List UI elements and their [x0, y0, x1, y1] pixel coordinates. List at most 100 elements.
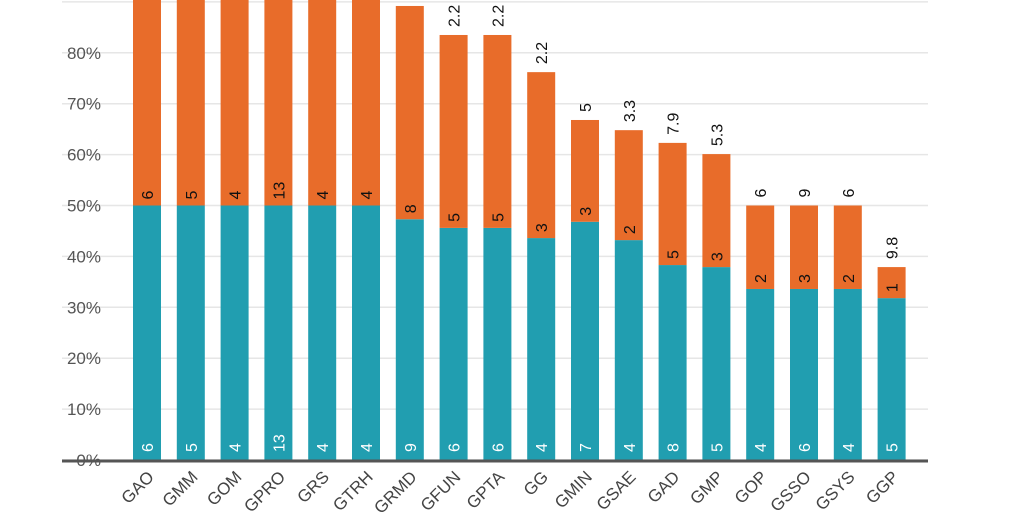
bar-value-label: 3 [578, 207, 595, 216]
bar-segment-upper [439, 34, 468, 228]
bar-value-label: 5 [885, 443, 902, 452]
bar-segment-lower [527, 238, 556, 460]
bar-top-label: 6 [841, 189, 858, 198]
bar-segment-upper [308, 0, 337, 206]
x-tick-label: GMM [159, 467, 202, 510]
x-tick-label: GTRH [329, 467, 376, 512]
x-tick-label: GG [520, 467, 552, 499]
bar-top-label: 2.2 [490, 5, 507, 27]
y-tick-label: 50% [67, 197, 101, 216]
bar-top-label: 6 [753, 189, 770, 198]
bar-value-label: 5 [490, 213, 507, 222]
bar-segment-upper [395, 5, 424, 220]
bar-segment-lower [658, 265, 687, 460]
bar-segment-lower [702, 267, 731, 460]
bar-value-label: 1 [885, 283, 902, 292]
bar-value-label: 5 [709, 443, 726, 452]
bar-segment-upper [352, 0, 380, 206]
bar-segment-lower [877, 298, 906, 460]
bar-value-label: 2 [622, 225, 639, 234]
bar-value-label: 4 [228, 191, 245, 200]
bar-top-label: 9.8 [885, 237, 902, 259]
bar-value-label: 8 [403, 204, 420, 213]
bar-value-label: 4 [841, 443, 858, 452]
bar-segment-upper [220, 0, 249, 206]
bar-top-label: 3.3 [622, 100, 639, 122]
bar-segment-lower [483, 227, 512, 460]
bar-value-label: 3 [534, 223, 551, 232]
bar-value-label: 4 [753, 443, 770, 452]
bar-value-label: 13 [271, 434, 288, 452]
bar-value-label: 4 [534, 443, 551, 452]
x-tick-label: GMP [686, 467, 727, 508]
x-tick-label: GGP [862, 467, 902, 507]
bar-segment-lower [571, 221, 599, 460]
bar-segment-upper [176, 0, 205, 206]
bar-segment-lower [614, 240, 643, 460]
bar-segment-upper [571, 119, 599, 222]
bar-segment-upper [746, 205, 775, 289]
bar-segment-lower [833, 288, 862, 460]
x-tick-label: GAO [118, 467, 158, 507]
bar-value-label: 6 [140, 191, 157, 200]
bar-value-label: 4 [359, 191, 376, 200]
bar-value-label: 3 [797, 274, 814, 283]
bar-segment-upper [133, 0, 161, 206]
x-tick-label: GFUN [417, 467, 464, 512]
bar-top-label: 2.2 [447, 5, 464, 27]
bar-value-label: 5 [447, 213, 464, 222]
y-tick-label: 80% [67, 44, 101, 63]
y-tick-label: 10% [67, 400, 101, 419]
y-tick-label: 20% [67, 349, 101, 368]
bar-segment-upper [833, 205, 862, 289]
bar-value-label: 4 [359, 443, 376, 452]
bar-value-label: 8 [666, 443, 683, 452]
y-tick-label: 60% [67, 146, 101, 165]
bar-segment-lower [176, 205, 205, 460]
bar-value-label: 6 [797, 443, 814, 452]
bar-value-label: 4 [315, 443, 332, 452]
bar-segment-upper [264, 0, 293, 206]
bar-segment-upper [790, 205, 818, 289]
bar-value-label: 6 [447, 443, 464, 452]
bar-top-label: 2.2 [534, 42, 551, 64]
bar-top-label: 9 [797, 189, 814, 198]
x-tick-label: GSSO [767, 467, 815, 512]
bars: 6655441313444498652.2652.2432.2735423.38… [133, 0, 906, 460]
bar-value-label: 9 [403, 443, 420, 452]
bar-value-label: 13 [271, 182, 288, 200]
bar-value-label: 4 [622, 443, 639, 452]
bar-value-label: 5 [666, 250, 683, 259]
bar-value-label: 6 [140, 443, 157, 452]
bar-top-label: 5.3 [709, 124, 726, 146]
bar-value-label: 2 [753, 274, 770, 283]
bar-segment-upper [527, 72, 556, 239]
x-tick-label: GRMD [370, 467, 420, 512]
bar-segment-lower [746, 288, 775, 460]
y-tick-label: 70% [67, 95, 101, 114]
y-tick-label: 30% [67, 298, 101, 317]
x-tick-label: GPTA [463, 467, 509, 512]
bar-segment-lower [264, 205, 293, 460]
bar-segment-lower [395, 219, 424, 460]
bar-top-label: 7.9 [666, 113, 683, 135]
bar-value-label: 4 [315, 191, 332, 200]
bar-segment-upper [702, 154, 731, 268]
bar-value-label: 4 [228, 443, 245, 452]
bar-top-label: 5 [578, 103, 595, 112]
bar-value-label: 7 [578, 443, 595, 452]
bar-segment-upper [483, 34, 512, 228]
x-tick-label: GAD [644, 467, 683, 506]
bar-segment-lower [220, 205, 249, 460]
x-tick-label: GMIN [551, 467, 596, 512]
y-axis: 0%10%20%30%40%50%60%70%80% [67, 44, 101, 470]
bar-segment-lower [352, 205, 380, 460]
x-tick-label: GSAE [593, 467, 640, 512]
bar-value-label: 3 [709, 252, 726, 261]
bar-segment-lower [133, 205, 161, 460]
bar-segment-lower [308, 205, 337, 460]
x-tick-label: GOP [731, 467, 771, 507]
bar-value-label: 5 [184, 191, 201, 200]
